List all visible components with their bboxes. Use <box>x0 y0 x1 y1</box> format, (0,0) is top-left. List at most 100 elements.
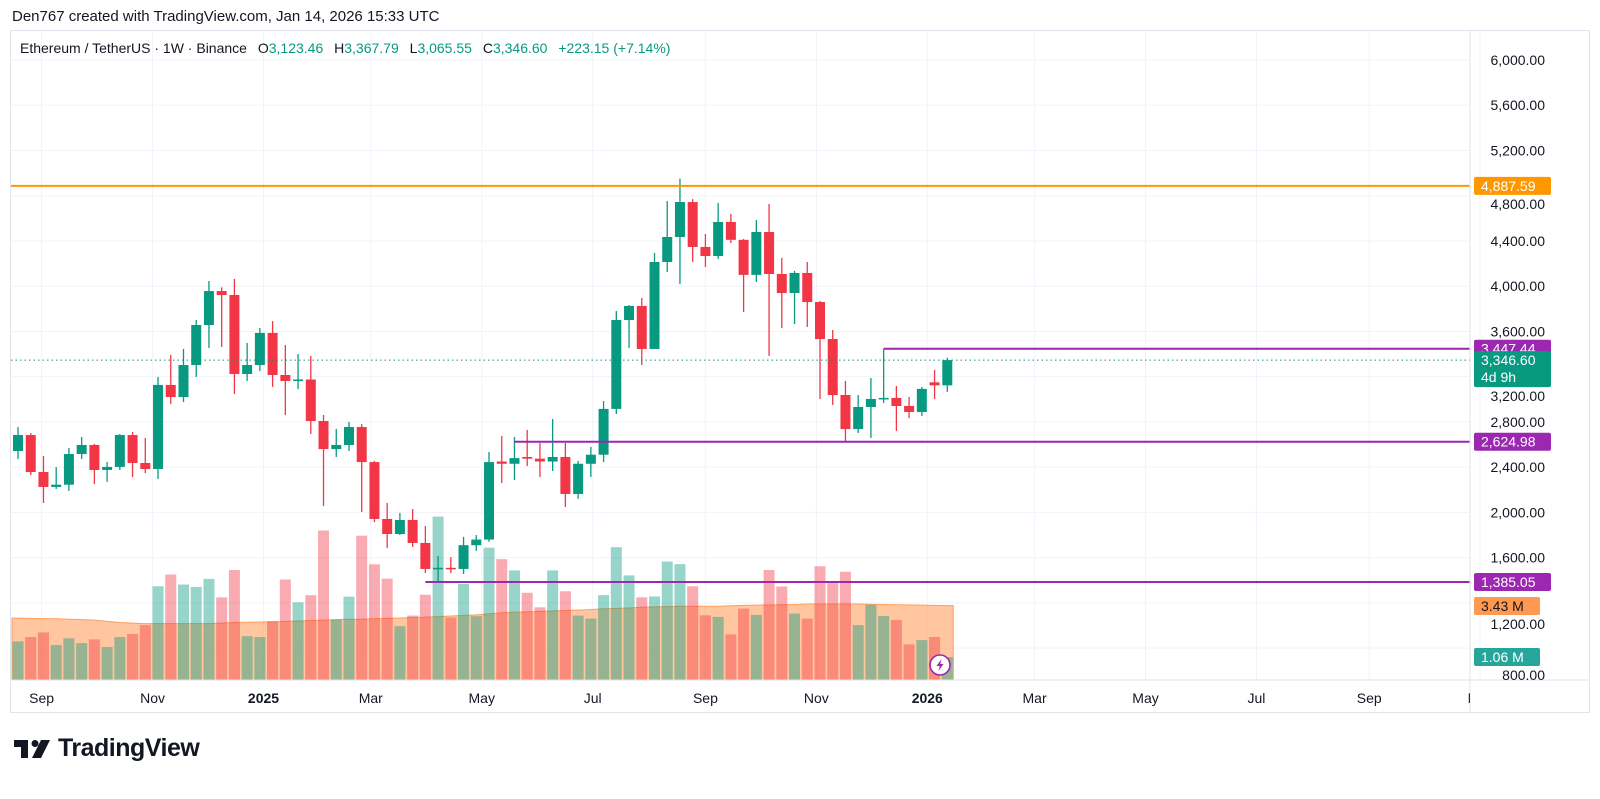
volume-bar <box>827 581 839 680</box>
candle-up <box>433 555 444 582</box>
candle-body <box>76 444 87 455</box>
candle-body <box>216 291 227 296</box>
candle-body <box>356 427 367 463</box>
candle-body <box>624 305 635 321</box>
volume-bar <box>865 604 877 680</box>
volume-bar <box>381 578 393 680</box>
volume-bar <box>610 547 622 680</box>
volume-bar <box>216 597 228 680</box>
volume-bar <box>101 647 113 680</box>
candle-down <box>776 257 787 329</box>
horizontal-lines[interactable] <box>11 184 1470 583</box>
candle-body <box>585 454 596 464</box>
candle-down <box>140 437 151 474</box>
candle-up <box>114 434 125 470</box>
volume-badge: 1.06 M <box>1474 648 1540 666</box>
candle-up <box>242 342 253 381</box>
price-tick-label: 3,600.00 <box>1491 323 1546 339</box>
candle-body <box>318 421 329 450</box>
volume-bar <box>88 639 100 680</box>
volume-bar <box>241 636 253 680</box>
candle-up <box>751 220 762 283</box>
price-axis[interactable]: 6,000.00 5,600.00 5,200.00 4,800.00 4,400.00… <box>1491 52 1546 683</box>
volume-bar <box>750 614 762 680</box>
candle-down <box>165 354 176 405</box>
volume-bar <box>623 575 635 680</box>
candle-up <box>662 201 673 273</box>
grid-lines <box>11 31 1481 680</box>
candle-body <box>764 232 775 274</box>
volume-badge-bg <box>1474 648 1540 666</box>
candle-down <box>318 415 329 507</box>
change-value: +223.15 (+7.14%) <box>558 40 671 56</box>
candle-up <box>853 395 864 434</box>
chart-credit: Den767 created with TradingView.com, Jan… <box>12 8 440 25</box>
tradingview-logo[interactable]: TradingView <box>14 734 200 763</box>
candle-up <box>611 310 622 415</box>
candle-body <box>547 456 558 462</box>
volume-bar <box>699 615 711 680</box>
candles <box>13 178 953 582</box>
candle-down <box>216 287 227 347</box>
candle-body <box>63 454 74 485</box>
logo-text: TradingView <box>58 734 200 762</box>
candle-up <box>674 178 685 284</box>
price-badge-level-2624: 2,624.98 <box>1474 432 1551 451</box>
candle-down <box>382 503 393 549</box>
candle-down <box>522 429 533 467</box>
candle-body <box>420 542 431 569</box>
symbol-legend: Ethereum / TetherUS · 1W · Binance O3,12… <box>20 40 670 56</box>
candle-body <box>254 332 265 366</box>
candle-down <box>891 385 902 431</box>
volume-bar <box>76 643 88 680</box>
volume-bar <box>572 615 584 680</box>
candle-body <box>662 237 673 262</box>
candle-body <box>433 567 444 570</box>
volume-bar <box>674 564 686 680</box>
price-tick-label: 6,000.00 <box>1491 52 1546 68</box>
candle-up <box>203 280 214 348</box>
candle-body <box>343 427 354 445</box>
candle-body <box>942 360 953 386</box>
close-value: 3,346.60 <box>492 40 548 56</box>
volume-ma-badge-bg <box>1474 597 1540 615</box>
symbol-title[interactable]: Ethereum / TetherUS · 1W · Binance <box>20 40 247 56</box>
time-tick-label: Sep <box>29 690 54 706</box>
price-badge-resistance-4887: 4,887.59 <box>1474 176 1551 195</box>
candle-body <box>649 261 660 349</box>
candle-down <box>764 203 775 356</box>
open-label: O <box>257 40 269 56</box>
lightning-icon[interactable] <box>929 654 951 676</box>
price-tick-label: 2,400.00 <box>1491 459 1546 475</box>
candle-body <box>840 395 851 430</box>
candle-up <box>789 270 800 324</box>
volume-bar <box>598 595 610 680</box>
volume-bar <box>407 615 419 680</box>
candle-body <box>700 246 711 257</box>
volume-bar <box>839 571 851 680</box>
candle-down <box>560 442 571 507</box>
volume-bar <box>356 535 368 680</box>
volume-ma-area <box>11 603 954 680</box>
candle-down <box>38 456 49 504</box>
candle-up <box>624 304 635 348</box>
candle-body <box>878 397 889 400</box>
volume-bar <box>114 637 126 680</box>
candle-up <box>598 400 609 463</box>
candle-body <box>814 302 825 340</box>
time-axis[interactable]: Sep Nov 2025 Mar May Jul Sep Nov 2026 Mar May Jul Se… <box>29 690 1492 706</box>
volume-bar <box>318 530 330 680</box>
price-tick-label: 1,200.00 <box>1491 616 1546 632</box>
time-tick-label: Nov <box>1468 690 1493 706</box>
candle-body <box>458 545 469 569</box>
candle-body <box>471 539 482 546</box>
candle-body <box>827 339 838 396</box>
candle-down <box>827 329 838 405</box>
volume-bar <box>190 586 202 680</box>
candle-down <box>700 233 711 267</box>
volume-bar <box>814 566 826 680</box>
chart-frame <box>10 30 1590 713</box>
candle-down <box>369 460 380 523</box>
price-badge-level-1385: 1,385.05 <box>1474 572 1551 591</box>
